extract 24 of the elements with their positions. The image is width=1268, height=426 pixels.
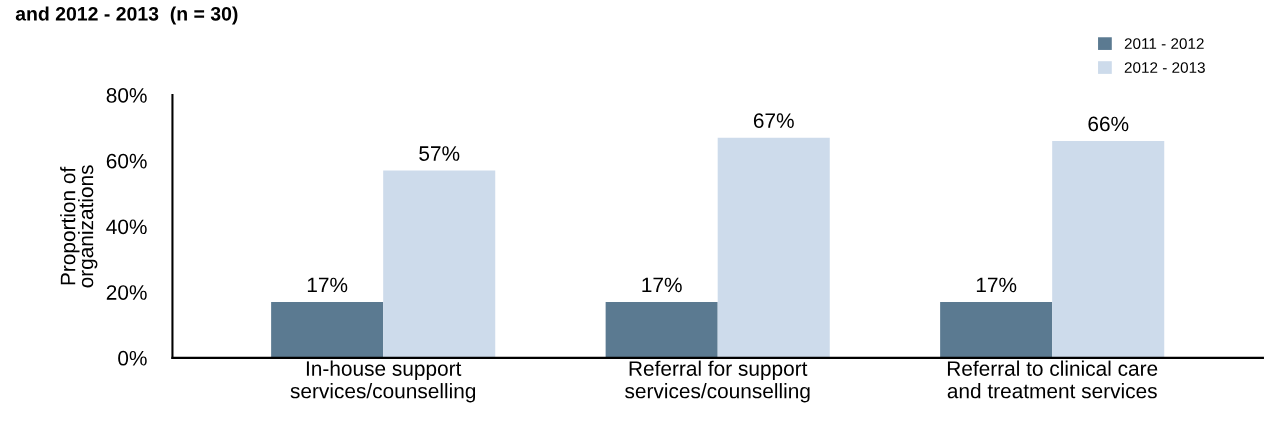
bar	[940, 301, 1053, 358]
x-tick-label: In-house support services/counselling	[290, 360, 476, 403]
y-tick-label: 20%	[106, 285, 147, 300]
legend-label: 2012 - 2013	[1124, 62, 1205, 73]
bar	[717, 137, 830, 358]
bar	[383, 170, 496, 358]
bar	[605, 301, 718, 358]
y-axis-title: Proportion of organizations	[60, 165, 98, 288]
data-label: 17%	[307, 277, 348, 293]
bar	[1052, 141, 1165, 358]
legend-label: 2011 - 2012	[1124, 38, 1204, 50]
data-label: 67%	[753, 113, 794, 129]
chart-title: and 2012 - 2013 (n = 30)	[15, 6, 238, 25]
bar	[271, 301, 384, 358]
y-tick-label: 0%	[118, 350, 147, 366]
y-tick-label: 40%	[106, 219, 147, 235]
x-tick-label: Referral to clinical care and treatment services	[947, 360, 1158, 399]
y-tick-label: 80%	[106, 88, 147, 103]
y-tick-label: 60%	[106, 153, 147, 169]
data-label: 17%	[976, 277, 1017, 293]
data-label: 57%	[419, 146, 460, 161]
data-label: 66%	[1088, 116, 1129, 132]
x-tick-label: Referral for support services/counselling	[625, 360, 810, 403]
data-label: 17%	[642, 277, 682, 293]
